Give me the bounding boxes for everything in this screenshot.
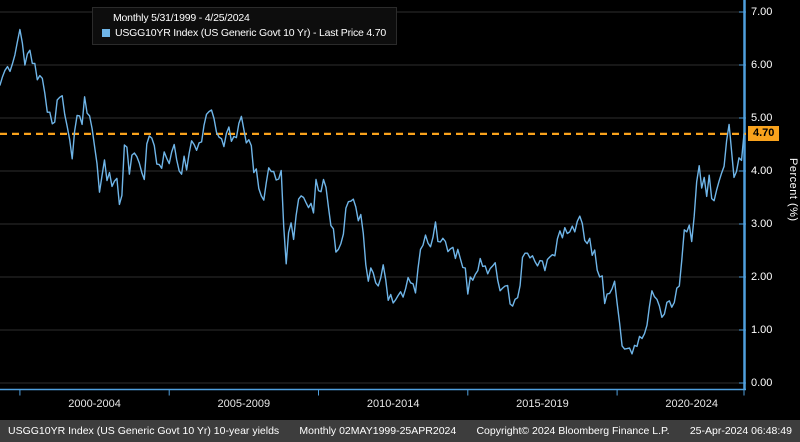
y-tick-label: 0.00 bbox=[751, 377, 773, 389]
y-tick-label: 5.00 bbox=[751, 112, 773, 124]
yield-line-chart[interactable] bbox=[0, 0, 746, 400]
y-tick-label: 6.00 bbox=[751, 59, 773, 71]
y-tick-label: 7.00 bbox=[751, 6, 773, 18]
footer-description: USGG10YR Index (US Generic Govt 10 Yr) 1… bbox=[8, 425, 280, 437]
legend-period: Monthly 5/31/1999 - 4/25/2024 bbox=[113, 12, 250, 24]
y-tick-label: 1.00 bbox=[751, 324, 773, 336]
footer-copyright: Copyright© 2024 Bloomberg Finance L.P. bbox=[476, 425, 670, 437]
x-axis-labels: 2000-2004 2005-2009 2010-2014 2015-2019 2020… bbox=[0, 398, 746, 414]
x-tick-label: 2005-2009 bbox=[217, 398, 271, 410]
x-tick-label: 2000-2004 bbox=[68, 398, 121, 410]
x-tick-label: 2015-2019 bbox=[516, 398, 569, 410]
x-tick-label: 2020-2024 bbox=[665, 398, 719, 410]
status-bar: USGG10YR Index (US Generic Govt 10 Yr) 1… bbox=[0, 420, 800, 442]
chart-legend[interactable]: Monthly 5/31/1999 - 4/25/2024 USGG10YR I… bbox=[92, 7, 398, 45]
x-tick-label: 2010-2014 bbox=[366, 398, 420, 410]
y-tick-label: 3.00 bbox=[751, 218, 773, 230]
y-tick-label: 2.00 bbox=[751, 271, 773, 283]
y-axis-title: Percent (%) bbox=[787, 158, 799, 222]
last-price-badge: 4.70 bbox=[748, 125, 780, 141]
footer-period: Monthly 02MAY1999-25APR2024 bbox=[299, 425, 457, 437]
legend-series-label: USGG10YR Index (US Generic Govt 10 Yr) -… bbox=[115, 27, 387, 39]
y-axis-labels: 7.00 6.00 5.00 4.00 3.00 2.00 1.00 0.00 bbox=[751, 0, 795, 400]
series-swatch-icon bbox=[102, 29, 110, 37]
y-tick-label: 4.00 bbox=[751, 165, 773, 177]
footer-timestamp: 25-Apr-2024 06:48:49 bbox=[689, 425, 792, 437]
